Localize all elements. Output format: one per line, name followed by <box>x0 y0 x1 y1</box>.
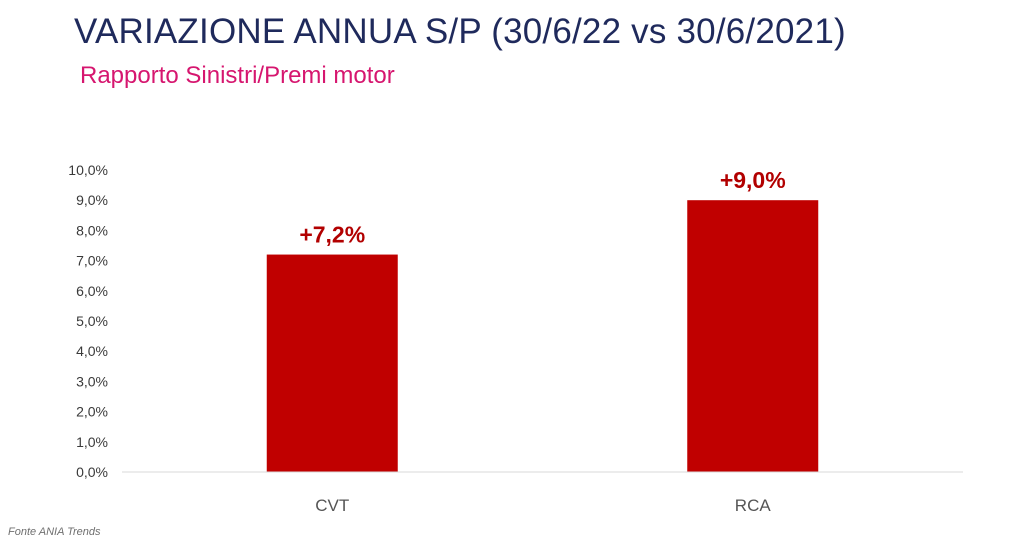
y-tick-label: 4,0% <box>76 343 108 359</box>
x-category-label: CVT <box>315 496 349 515</box>
chart-title-period: (30/6/22 vs 30/6/2021) <box>491 12 846 51</box>
bar-rca <box>687 200 819 472</box>
data-label-cvt: +7,2% <box>299 222 365 248</box>
chart-subtitle: Rapporto Sinistri/Premi motor <box>80 62 395 89</box>
bar-cvt <box>266 254 398 472</box>
data-label-rca: +9,0% <box>720 167 786 193</box>
y-tick-label: 6,0% <box>76 283 108 299</box>
y-tick-label: 0,0% <box>76 464 108 480</box>
y-tick-label: 3,0% <box>76 373 108 389</box>
chart-title: VARIAZIONE ANNUA S/P (30/6/22 vs 30/6/20… <box>74 12 846 52</box>
source-note: Fonte ANIA Trends <box>8 526 101 538</box>
y-tick-label: 10,0% <box>68 162 108 178</box>
y-tick-label: 7,0% <box>76 253 108 269</box>
y-tick-label: 9,0% <box>76 192 108 208</box>
y-tick-label: 2,0% <box>76 404 108 420</box>
y-axis: 0,0% 1,0% 2,0% 3,0% 4,0% 5,0% 6,0% 7,0% 8,0% 9,0%… <box>68 162 108 480</box>
x-category-label: RCA <box>735 496 772 515</box>
x-axis: CVT RCA <box>315 496 771 515</box>
y-tick-label: 1,0% <box>76 434 108 450</box>
chart-title-main: VARIAZIONE ANNUA S/P <box>74 12 482 51</box>
y-tick-label: 8,0% <box>76 222 108 238</box>
y-tick-label: 5,0% <box>76 313 108 329</box>
bars: +7,2% +9,0% <box>266 167 819 472</box>
